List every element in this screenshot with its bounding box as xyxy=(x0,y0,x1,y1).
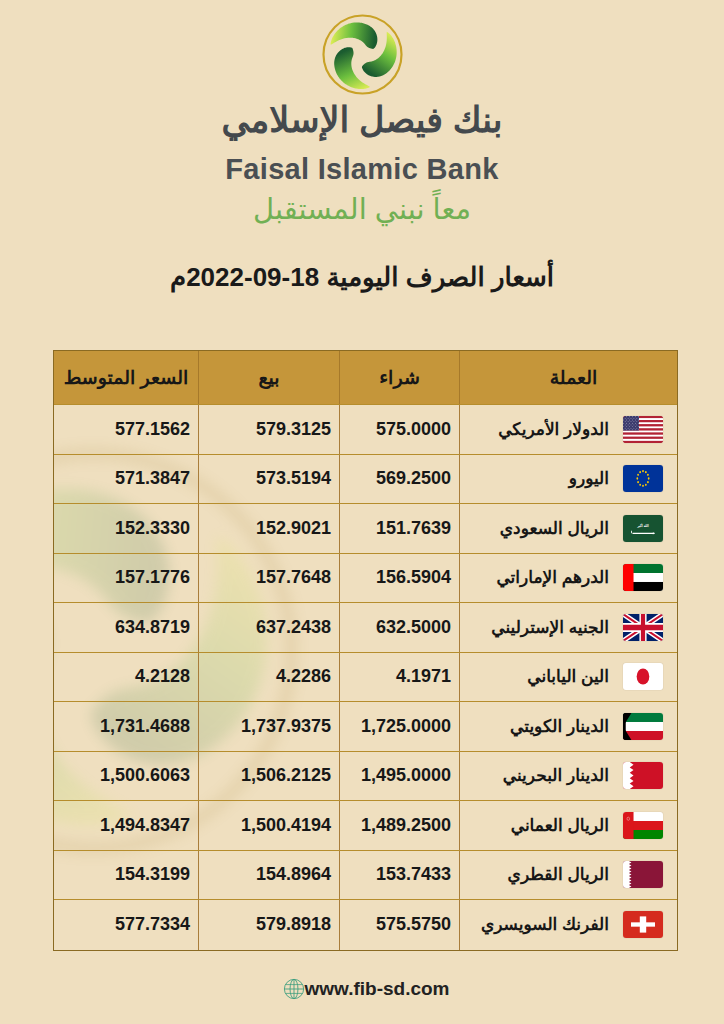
svg-text:الله اكبر: الله اكبر xyxy=(637,522,649,528)
